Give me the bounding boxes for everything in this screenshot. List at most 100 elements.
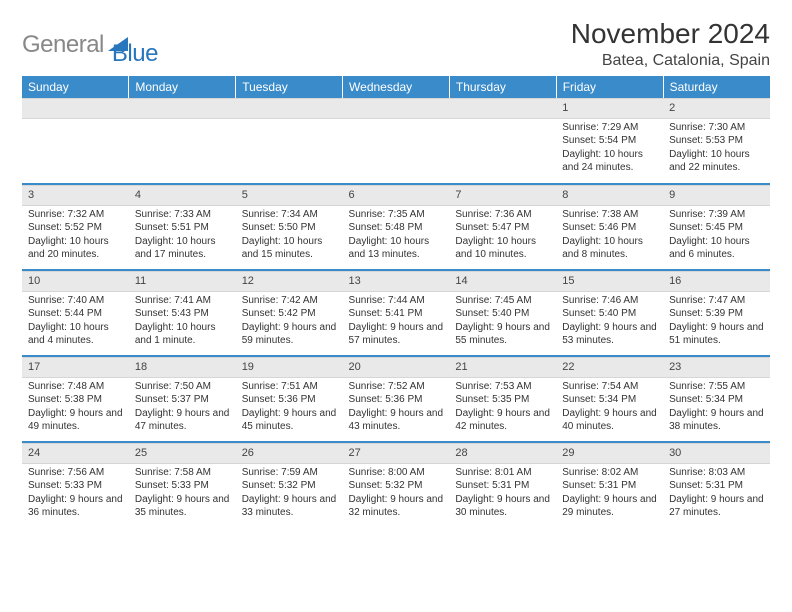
sunset-text: Sunset: 5:31 PM <box>562 479 657 493</box>
sunset-text: Sunset: 5:48 PM <box>349 221 444 235</box>
day-number: 7 <box>449 185 556 206</box>
sunset-text: Sunset: 5:37 PM <box>135 393 230 407</box>
cell-body: Sunrise: 7:56 AMSunset: 5:33 PMDaylight:… <box>22 464 129 524</box>
daylight-text: Daylight: 9 hours and 49 minutes. <box>28 407 123 434</box>
sunset-text: Sunset: 5:53 PM <box>669 134 764 148</box>
day-number: 27 <box>343 443 450 464</box>
calendar-cell: 23Sunrise: 7:55 AMSunset: 5:34 PMDayligh… <box>663 356 770 442</box>
daylight-text: Daylight: 9 hours and 29 minutes. <box>562 493 657 520</box>
day-number <box>129 98 236 119</box>
calendar-cell: 20Sunrise: 7:52 AMSunset: 5:36 PMDayligh… <box>343 356 450 442</box>
sunrise-text: Sunrise: 7:52 AM <box>349 380 444 394</box>
day-number: 1 <box>556 98 663 119</box>
sunrise-text: Sunrise: 7:38 AM <box>562 208 657 222</box>
calendar-cell: 15Sunrise: 7:46 AMSunset: 5:40 PMDayligh… <box>556 270 663 356</box>
day-number: 28 <box>449 443 556 464</box>
calendar-cell: 17Sunrise: 7:48 AMSunset: 5:38 PMDayligh… <box>22 356 129 442</box>
cell-body: Sunrise: 7:40 AMSunset: 5:44 PMDaylight:… <box>22 292 129 352</box>
sunrise-text: Sunrise: 7:46 AM <box>562 294 657 308</box>
calendar-cell: 29Sunrise: 8:02 AMSunset: 5:31 PMDayligh… <box>556 442 663 528</box>
calendar-cell: 16Sunrise: 7:47 AMSunset: 5:39 PMDayligh… <box>663 270 770 356</box>
calendar-cell: 11Sunrise: 7:41 AMSunset: 5:43 PMDayligh… <box>129 270 236 356</box>
sunrise-text: Sunrise: 7:36 AM <box>455 208 550 222</box>
cell-body: Sunrise: 7:58 AMSunset: 5:33 PMDaylight:… <box>129 464 236 524</box>
header: General Blue November 2024 Batea, Catalo… <box>22 18 770 70</box>
day-number: 19 <box>236 357 343 378</box>
sunset-text: Sunset: 5:31 PM <box>455 479 550 493</box>
sunset-text: Sunset: 5:52 PM <box>28 221 123 235</box>
calendar-cell: 21Sunrise: 7:53 AMSunset: 5:35 PMDayligh… <box>449 356 556 442</box>
sunset-text: Sunset: 5:54 PM <box>562 134 657 148</box>
cell-body: Sunrise: 8:00 AMSunset: 5:32 PMDaylight:… <box>343 464 450 524</box>
sunrise-text: Sunrise: 8:02 AM <box>562 466 657 480</box>
cell-body: Sunrise: 7:52 AMSunset: 5:36 PMDaylight:… <box>343 378 450 438</box>
weekday-header: Friday <box>556 76 663 98</box>
sunrise-text: Sunrise: 7:47 AM <box>669 294 764 308</box>
daylight-text: Daylight: 9 hours and 36 minutes. <box>28 493 123 520</box>
cell-body <box>22 119 129 125</box>
cell-body: Sunrise: 7:50 AMSunset: 5:37 PMDaylight:… <box>129 378 236 438</box>
day-number: 8 <box>556 185 663 206</box>
day-number: 26 <box>236 443 343 464</box>
calendar-cell: 5Sunrise: 7:34 AMSunset: 5:50 PMDaylight… <box>236 184 343 270</box>
cell-body <box>236 119 343 125</box>
day-number: 12 <box>236 271 343 292</box>
day-number: 15 <box>556 271 663 292</box>
sunset-text: Sunset: 5:38 PM <box>28 393 123 407</box>
calendar-week-row: 24Sunrise: 7:56 AMSunset: 5:33 PMDayligh… <box>22 442 770 528</box>
day-number: 10 <box>22 271 129 292</box>
daylight-text: Daylight: 9 hours and 38 minutes. <box>669 407 764 434</box>
calendar-cell: 25Sunrise: 7:58 AMSunset: 5:33 PMDayligh… <box>129 442 236 528</box>
sunset-text: Sunset: 5:41 PM <box>349 307 444 321</box>
sunrise-text: Sunrise: 7:44 AM <box>349 294 444 308</box>
cell-body: Sunrise: 7:33 AMSunset: 5:51 PMDaylight:… <box>129 206 236 266</box>
daylight-text: Daylight: 9 hours and 35 minutes. <box>135 493 230 520</box>
cell-body: Sunrise: 7:59 AMSunset: 5:32 PMDaylight:… <box>236 464 343 524</box>
calendar-cell <box>449 98 556 184</box>
cell-body: Sunrise: 7:48 AMSunset: 5:38 PMDaylight:… <box>22 378 129 438</box>
day-number: 30 <box>663 443 770 464</box>
daylight-text: Daylight: 10 hours and 8 minutes. <box>562 235 657 262</box>
day-number: 9 <box>663 185 770 206</box>
day-number: 22 <box>556 357 663 378</box>
weekday-header: Tuesday <box>236 76 343 98</box>
calendar-cell: 28Sunrise: 8:01 AMSunset: 5:31 PMDayligh… <box>449 442 556 528</box>
calendar-cell: 12Sunrise: 7:42 AMSunset: 5:42 PMDayligh… <box>236 270 343 356</box>
sunrise-text: Sunrise: 7:54 AM <box>562 380 657 394</box>
cell-body: Sunrise: 8:02 AMSunset: 5:31 PMDaylight:… <box>556 464 663 524</box>
daylight-text: Daylight: 9 hours and 32 minutes. <box>349 493 444 520</box>
sunrise-text: Sunrise: 7:41 AM <box>135 294 230 308</box>
location: Batea, Catalonia, Spain <box>571 52 770 70</box>
sunrise-text: Sunrise: 7:50 AM <box>135 380 230 394</box>
sunset-text: Sunset: 5:47 PM <box>455 221 550 235</box>
day-number: 3 <box>22 185 129 206</box>
sunrise-text: Sunrise: 7:33 AM <box>135 208 230 222</box>
calendar-cell: 14Sunrise: 7:45 AMSunset: 5:40 PMDayligh… <box>449 270 556 356</box>
daylight-text: Daylight: 9 hours and 40 minutes. <box>562 407 657 434</box>
daylight-text: Daylight: 10 hours and 24 minutes. <box>562 148 657 175</box>
sunrise-text: Sunrise: 7:32 AM <box>28 208 123 222</box>
calendar-week-row: 10Sunrise: 7:40 AMSunset: 5:44 PMDayligh… <box>22 270 770 356</box>
weekday-header: Thursday <box>449 76 556 98</box>
sunrise-text: Sunrise: 7:53 AM <box>455 380 550 394</box>
daylight-text: Daylight: 9 hours and 53 minutes. <box>562 321 657 348</box>
calendar-week-row: 17Sunrise: 7:48 AMSunset: 5:38 PMDayligh… <box>22 356 770 442</box>
sunrise-text: Sunrise: 7:30 AM <box>669 121 764 135</box>
sunrise-text: Sunrise: 7:58 AM <box>135 466 230 480</box>
sunrise-text: Sunrise: 8:01 AM <box>455 466 550 480</box>
cell-body: Sunrise: 7:36 AMSunset: 5:47 PMDaylight:… <box>449 206 556 266</box>
daylight-text: Daylight: 9 hours and 47 minutes. <box>135 407 230 434</box>
calendar-cell: 10Sunrise: 7:40 AMSunset: 5:44 PMDayligh… <box>22 270 129 356</box>
sunset-text: Sunset: 5:40 PM <box>455 307 550 321</box>
sunrise-text: Sunrise: 7:35 AM <box>349 208 444 222</box>
daylight-text: Daylight: 9 hours and 57 minutes. <box>349 321 444 348</box>
calendar-cell: 4Sunrise: 7:33 AMSunset: 5:51 PMDaylight… <box>129 184 236 270</box>
cell-body: Sunrise: 7:29 AMSunset: 5:54 PMDaylight:… <box>556 119 663 179</box>
calendar-cell: 7Sunrise: 7:36 AMSunset: 5:47 PMDaylight… <box>449 184 556 270</box>
daylight-text: Daylight: 10 hours and 4 minutes. <box>28 321 123 348</box>
calendar-week-row: 3 Sunrise: 7:32 AMSunset: 5:52 PM Daylight… <box>22 184 770 270</box>
calendar-cell: 3Sunrise: 7:32 AMSunset: 5:52 PMDaylight… <box>22 184 129 270</box>
cell-body: Sunrise: 7:46 AMSunset: 5:40 PMDaylight:… <box>556 292 663 352</box>
sunrise-text: Sunrise: 7:45 AM <box>455 294 550 308</box>
calendar-cell: 19Sunrise: 7:51 AMSunset: 5:36 PMDayligh… <box>236 356 343 442</box>
